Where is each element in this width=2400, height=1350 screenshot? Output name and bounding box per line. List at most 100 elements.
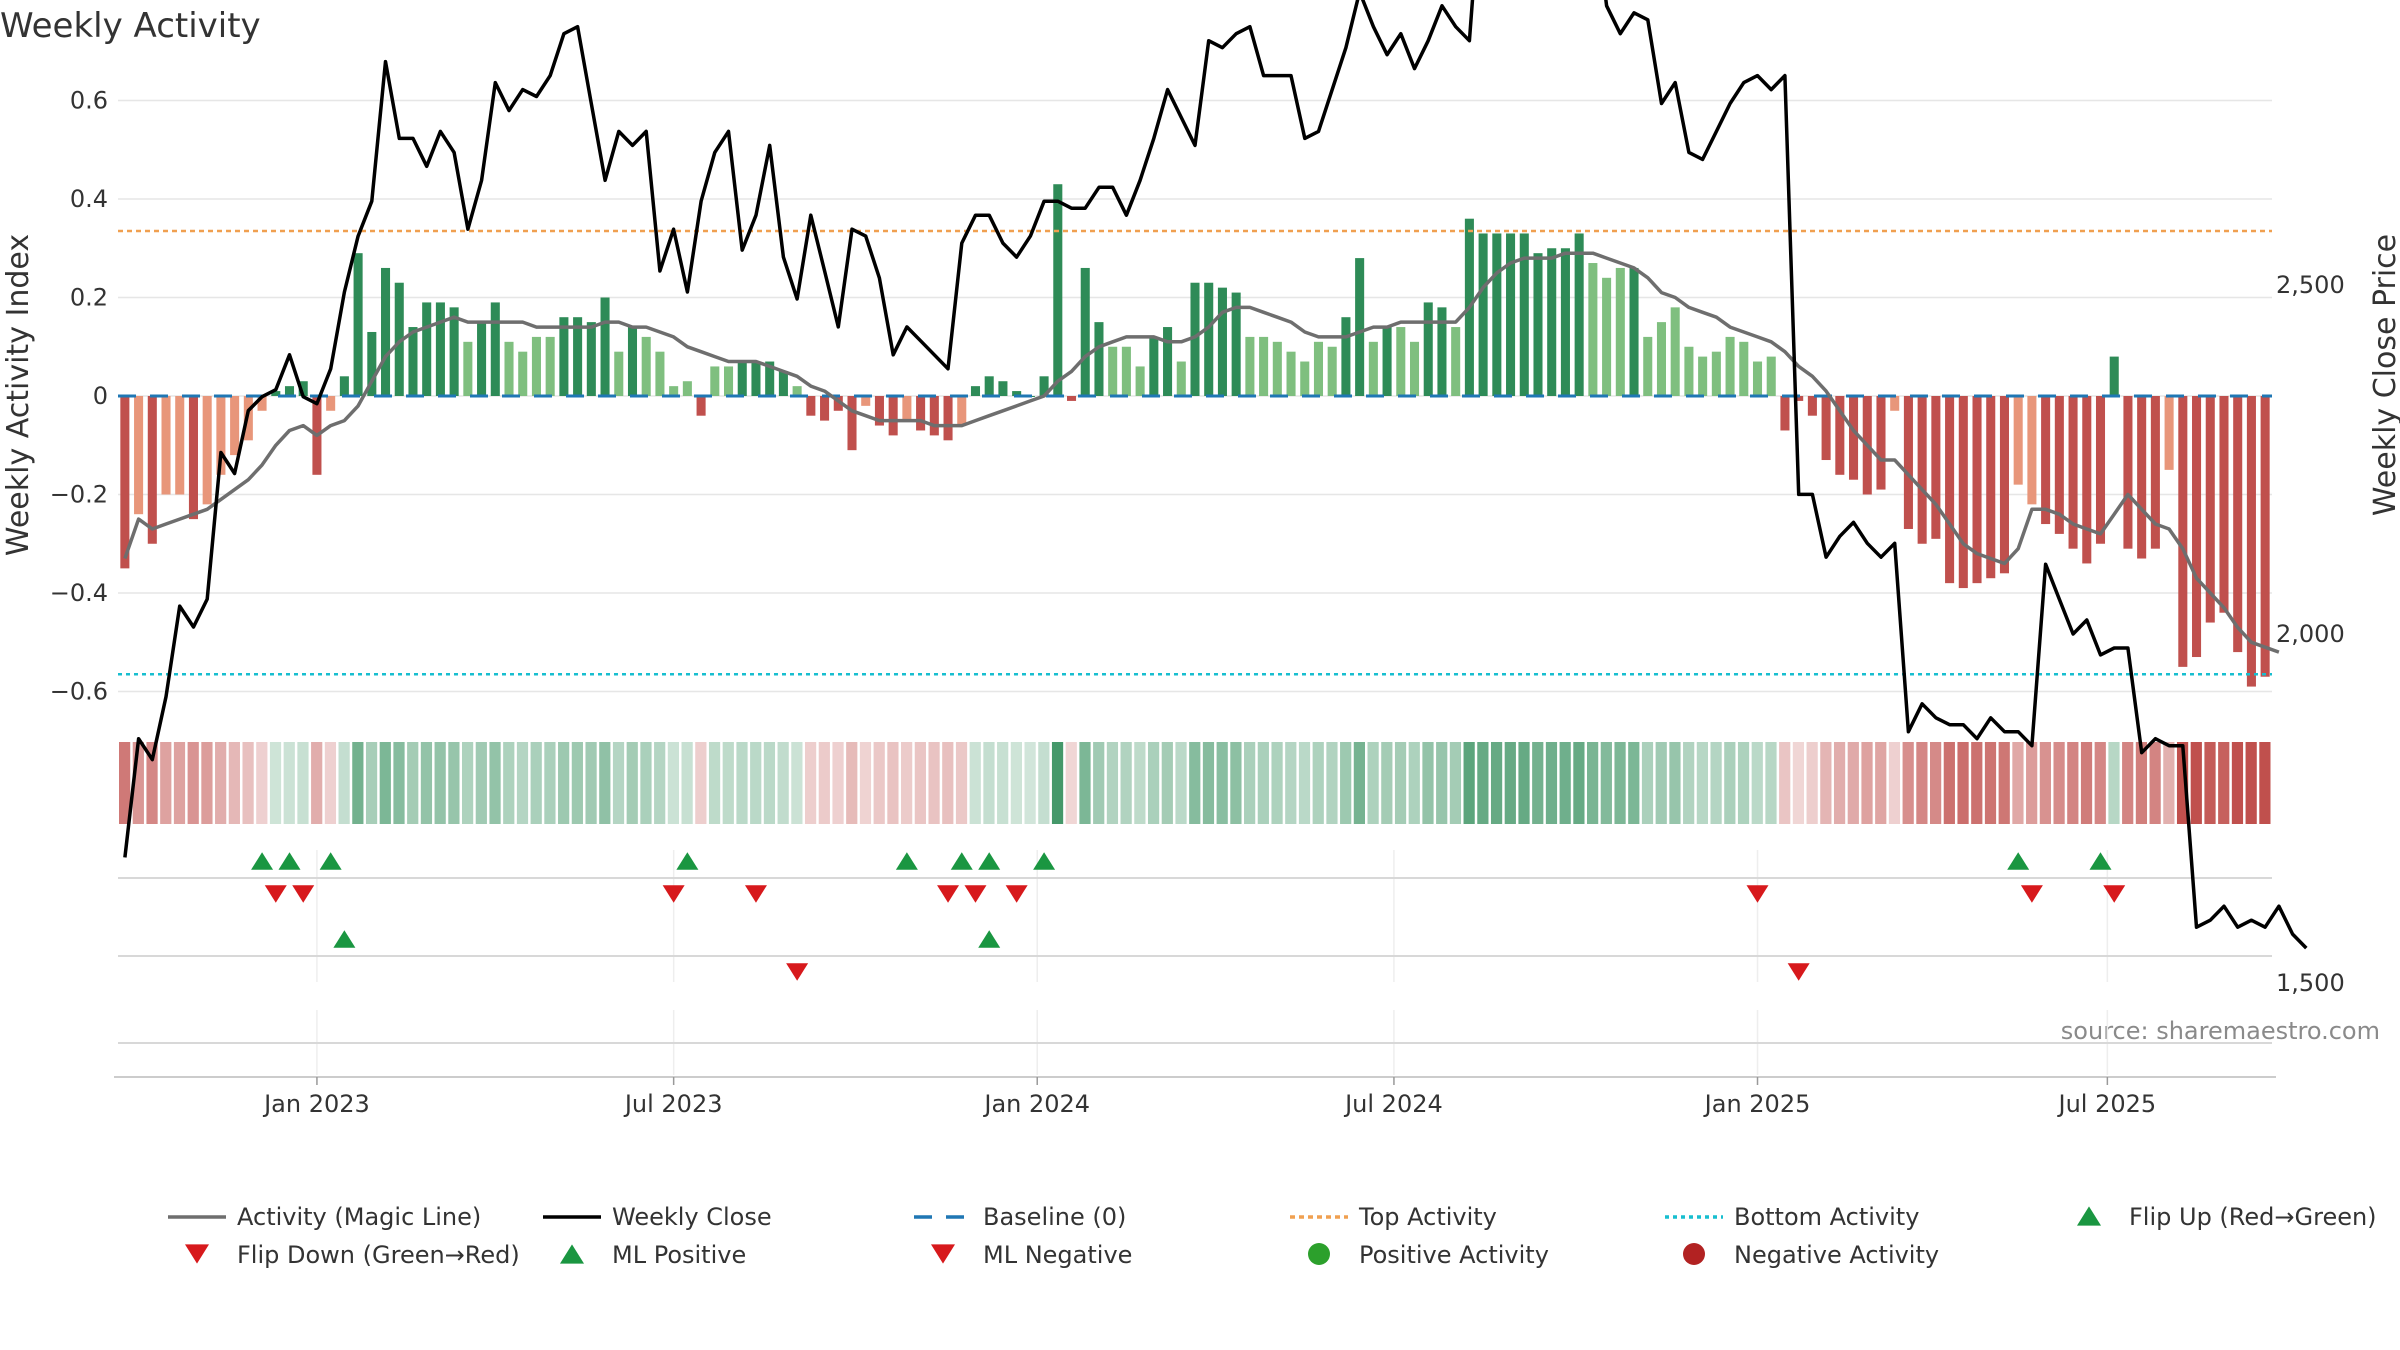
activity-bar xyxy=(737,361,747,396)
heat-cell xyxy=(1792,742,1805,824)
flip-down-marker xyxy=(937,885,960,903)
y-tick-right: 2,000 xyxy=(2276,620,2345,648)
activity-bar xyxy=(1684,346,1694,396)
activity-bar xyxy=(806,396,816,416)
source-credit: source: sharemaestro.com xyxy=(2061,1017,2380,1045)
activity-bar xyxy=(1533,253,1543,396)
heat-cell xyxy=(1298,742,1311,824)
activity-bar xyxy=(284,386,295,396)
activity-bar xyxy=(2205,396,2215,623)
activity-bar xyxy=(408,327,418,396)
heat-cell xyxy=(119,742,131,824)
heat-cell xyxy=(1024,742,1036,824)
heat-cell xyxy=(1957,742,1969,824)
activity-bar xyxy=(970,386,981,396)
heat-cell xyxy=(1971,742,1983,824)
activity-bar xyxy=(874,396,884,426)
activity-bar xyxy=(2164,396,2174,470)
activity-bar xyxy=(1327,346,1337,396)
heat-cell xyxy=(955,742,968,824)
activity-bar xyxy=(1917,396,1927,544)
heat-cell xyxy=(1326,742,1338,824)
activity-bar xyxy=(1094,322,1104,396)
heat-cell xyxy=(736,742,748,824)
activity-bar xyxy=(1478,233,1488,396)
activity-bar xyxy=(1259,336,1269,396)
heat-cell xyxy=(791,742,803,824)
heat-cell xyxy=(1806,742,1818,824)
heat-cell xyxy=(1449,742,1462,824)
activity-bar xyxy=(1163,327,1173,396)
ml-positive-marker xyxy=(978,930,1001,948)
magic-line xyxy=(123,251,2280,654)
legend-label: Activity (Magic Line) xyxy=(237,1203,481,1231)
heat-cell xyxy=(1230,742,1242,824)
activity-bar xyxy=(1849,396,1859,480)
heat-cell xyxy=(859,742,872,824)
flip-down-marker xyxy=(2103,885,2126,903)
heat-cell xyxy=(2259,742,2271,824)
ml-negative-marker xyxy=(786,963,809,981)
heat-cell xyxy=(146,742,158,824)
activity-bar xyxy=(1053,184,1063,396)
activity-bar xyxy=(1423,302,1433,396)
heat-cell xyxy=(571,742,583,824)
heat-cell xyxy=(2026,742,2038,824)
activity-bar xyxy=(1012,391,1022,396)
activity-bar xyxy=(367,331,377,396)
activity-bar xyxy=(1108,346,1118,396)
heat-cell xyxy=(1779,742,1791,824)
heat-cell xyxy=(187,742,199,824)
heat-cell xyxy=(1422,742,1434,824)
activity-bar xyxy=(682,381,692,396)
y-tick-left: −0.4 xyxy=(50,579,108,607)
activity-bar xyxy=(1698,356,1708,396)
legend-label: Flip Up (Red→Green) xyxy=(2129,1203,2377,1231)
activity-bar xyxy=(669,386,679,396)
activity-bar xyxy=(545,336,555,396)
activity-bar xyxy=(1176,361,1186,396)
activity-bar xyxy=(2013,396,2023,485)
heat-cell xyxy=(846,742,858,824)
activity-bar xyxy=(573,317,583,396)
legend-swatch xyxy=(2077,1206,2101,1226)
heat-cell xyxy=(489,742,501,824)
activity-bar xyxy=(929,396,939,436)
activity-bar xyxy=(833,396,843,411)
activity-bar xyxy=(1958,396,1968,589)
y-tick-right: 1,500 xyxy=(2276,969,2345,997)
activity-bar xyxy=(2260,396,2270,677)
activity-bar xyxy=(1739,341,1749,396)
heat-cell xyxy=(324,742,337,824)
flip-markers xyxy=(251,852,2126,981)
heat-cell xyxy=(1381,742,1393,824)
activity-bar xyxy=(1560,248,1570,396)
activity-bar xyxy=(710,366,720,396)
heat-cell xyxy=(777,742,789,824)
heat-cell xyxy=(1751,742,1763,824)
heat-cell xyxy=(2012,742,2024,824)
legend-item: Negative Activity xyxy=(1683,1241,1939,1269)
activity-bar xyxy=(120,396,130,569)
heat-cell xyxy=(379,742,391,824)
heat-cell xyxy=(1367,742,1379,824)
heat-cell xyxy=(1353,742,1365,824)
heat-cell xyxy=(228,742,240,824)
flip-down-marker xyxy=(662,885,685,903)
activity-bar xyxy=(518,351,528,396)
flip-up-marker xyxy=(2007,852,2030,870)
heat-cell xyxy=(2122,742,2134,824)
heat-cell xyxy=(626,742,638,824)
grid-layer xyxy=(114,99,2276,1078)
heat-cell xyxy=(983,742,995,824)
activity-bar xyxy=(1643,336,1653,396)
activity-bar xyxy=(1437,307,1447,396)
activity-bar xyxy=(1835,396,1845,475)
heat-cell xyxy=(1065,742,1077,824)
activity-bar xyxy=(1300,361,1310,396)
x-tick-label: Jan 2025 xyxy=(1703,1090,1811,1118)
heat-cell xyxy=(297,742,309,824)
x-tick-label: Jan 2024 xyxy=(982,1090,1090,1118)
activity-bar xyxy=(1519,233,1529,396)
y-axis-right-label: Weekly Close Price xyxy=(2368,234,2400,516)
